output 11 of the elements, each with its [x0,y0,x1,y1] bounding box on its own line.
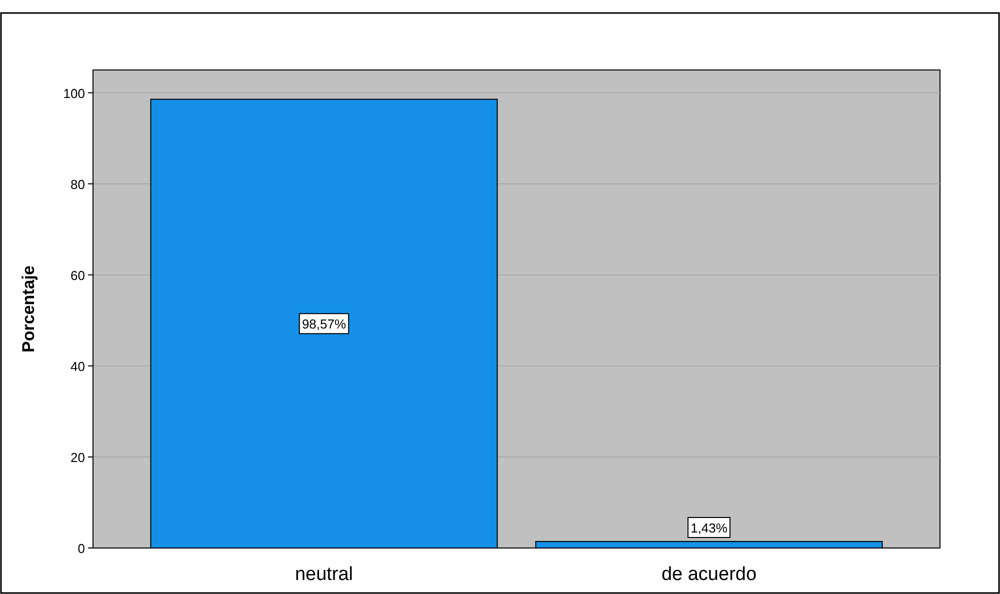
x-tick-label: neutral [294,564,354,585]
y-tick-label: 60 [70,268,85,283]
y-tick-label: 80 [70,176,85,192]
y-tick-label: 40 [70,358,85,374]
y-tick-label: 0 [78,541,85,556]
y-axis-title: Porcentaje [19,266,38,352]
data-label: 1,43% [690,520,728,536]
y-tick-label: 100 [63,86,85,101]
y-tick-label: 20 [70,450,85,465]
x-tick-label: de acuerdo [661,564,757,585]
data-label: 98,57% [302,316,346,332]
